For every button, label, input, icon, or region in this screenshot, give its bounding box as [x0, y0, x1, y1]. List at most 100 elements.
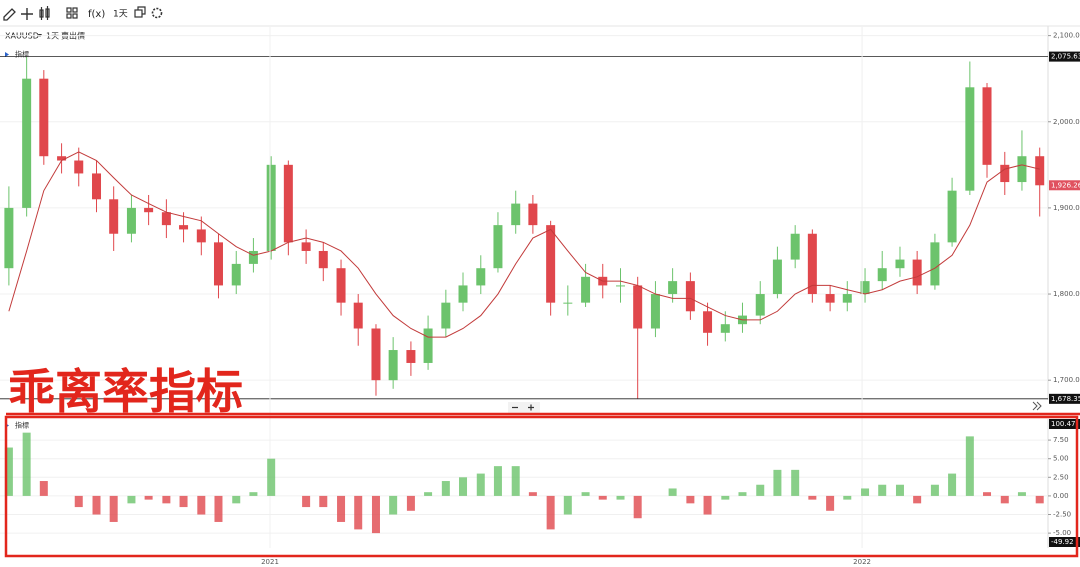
bias-bar: [843, 495, 852, 500]
bias-bar: [144, 495, 153, 500]
candle-body: [74, 160, 84, 174]
bias-bar: [39, 481, 48, 496]
settings-icon[interactable]: [151, 7, 163, 19]
candle-body: [196, 229, 206, 243]
bias-bar: [668, 488, 677, 496]
bias-bar: [878, 484, 887, 496]
bias-bar: [773, 469, 782, 496]
edge-badge-label: -49.92: [1051, 538, 1074, 546]
candle-body: [353, 302, 363, 329]
bias-bar: [721, 495, 730, 500]
candle-body: [388, 350, 398, 381]
candle-body: [790, 233, 800, 260]
candle-body: [57, 156, 67, 161]
candle-body: [807, 233, 817, 295]
y-tick-label: 1,900.00: [1053, 204, 1080, 212]
bias-bar: [232, 495, 241, 504]
y-tick-label: 0.00: [1053, 492, 1069, 500]
edge-badge-label: 100.47: [1051, 420, 1076, 428]
candle-body: [4, 207, 14, 269]
y-tick-label: 5.00: [1053, 455, 1069, 463]
bias-bar: [371, 495, 380, 534]
y-tick-label: 2,100.00: [1053, 32, 1080, 40]
bias-bar: [389, 495, 398, 515]
candle-body: [546, 225, 556, 303]
y-tick-label: 1,700.00: [1053, 376, 1080, 384]
bias-bar: [127, 495, 136, 504]
interval-button[interactable]: 1天: [113, 10, 128, 20]
draw-icon[interactable]: [3, 8, 16, 21]
bias-bar: [22, 432, 31, 496]
candle-body: [476, 268, 486, 286]
bias-bar: [965, 436, 974, 496]
x-tick-label: 2021: [261, 558, 279, 566]
bias-bar: [1017, 492, 1026, 496]
candle-body: [283, 164, 293, 243]
crosshair-icon[interactable]: [21, 8, 33, 20]
bias-bar: [808, 495, 817, 500]
candle-body: [109, 199, 119, 234]
function-button[interactable]: f(x): [88, 9, 105, 20]
bias-bar: [406, 495, 415, 511]
y-tick-label: 1,800.00: [1053, 290, 1080, 298]
candle-body: [406, 350, 416, 363]
candle-icon[interactable]: [39, 6, 50, 20]
scroll-right[interactable]: [1032, 401, 1042, 411]
candle-body: [1035, 156, 1045, 186]
bias-bar: [441, 481, 450, 496]
zoom-in[interactable]: [528, 404, 534, 411]
pane-toggle[interactable]: [5, 52, 9, 57]
candle-body: [912, 259, 922, 286]
y-tick-label: -5.00: [1053, 529, 1071, 537]
candle-body: [633, 285, 643, 329]
bias-bar: [983, 492, 992, 496]
candle-body: [39, 78, 49, 157]
zoom-box: [508, 402, 540, 413]
y-tick-label: 2.50: [1053, 473, 1069, 481]
bias-bar: [197, 495, 206, 515]
last-price-badge: [1049, 180, 1080, 191]
candle-body: [318, 250, 328, 269]
bias-bar: [738, 492, 747, 496]
price-badge: [1049, 393, 1080, 404]
candle-body: [947, 190, 957, 243]
bias-bar: [249, 492, 258, 496]
copy-icon[interactable]: [134, 6, 146, 18]
bias-bar: [930, 484, 939, 496]
bias-bar: [1000, 495, 1009, 504]
candle-body: [1017, 156, 1027, 183]
bias-bar: [476, 473, 485, 496]
y-tick-label: 7.50: [1053, 436, 1069, 444]
candle-body: [248, 250, 258, 264]
bias-bar: [598, 495, 607, 500]
bias-bar: [563, 495, 572, 515]
candle-body: [161, 212, 171, 226]
candle-body: [703, 311, 713, 333]
candle-body: [668, 281, 678, 295]
bias-bar: [267, 458, 276, 496]
layout-icon[interactable]: [66, 7, 78, 19]
candle-body: [511, 203, 521, 226]
bias-bar: [826, 495, 835, 511]
bias-bar: [337, 495, 346, 522]
pane-label: 指標: [15, 50, 29, 59]
price-badge-label: 2,075.63: [1051, 53, 1080, 61]
candle-body: [458, 285, 468, 303]
bias-bar: [302, 495, 311, 508]
bias-bar: [1035, 495, 1044, 504]
candle-body: [965, 87, 975, 191]
bias-bar: [493, 466, 502, 496]
candle-body: [92, 173, 102, 200]
bias-bar: [162, 495, 171, 504]
candle-body: [144, 207, 154, 213]
candle-body: [616, 285, 626, 287]
edge-badge: [1049, 537, 1080, 547]
candle-body: [231, 263, 241, 286]
candle-body: [842, 294, 852, 303]
y-tick-label: 2,000.00: [1053, 118, 1080, 126]
bias-bar: [791, 469, 800, 496]
bias-bar: [214, 495, 223, 522]
y-tick-label: -2.50: [1053, 511, 1071, 519]
